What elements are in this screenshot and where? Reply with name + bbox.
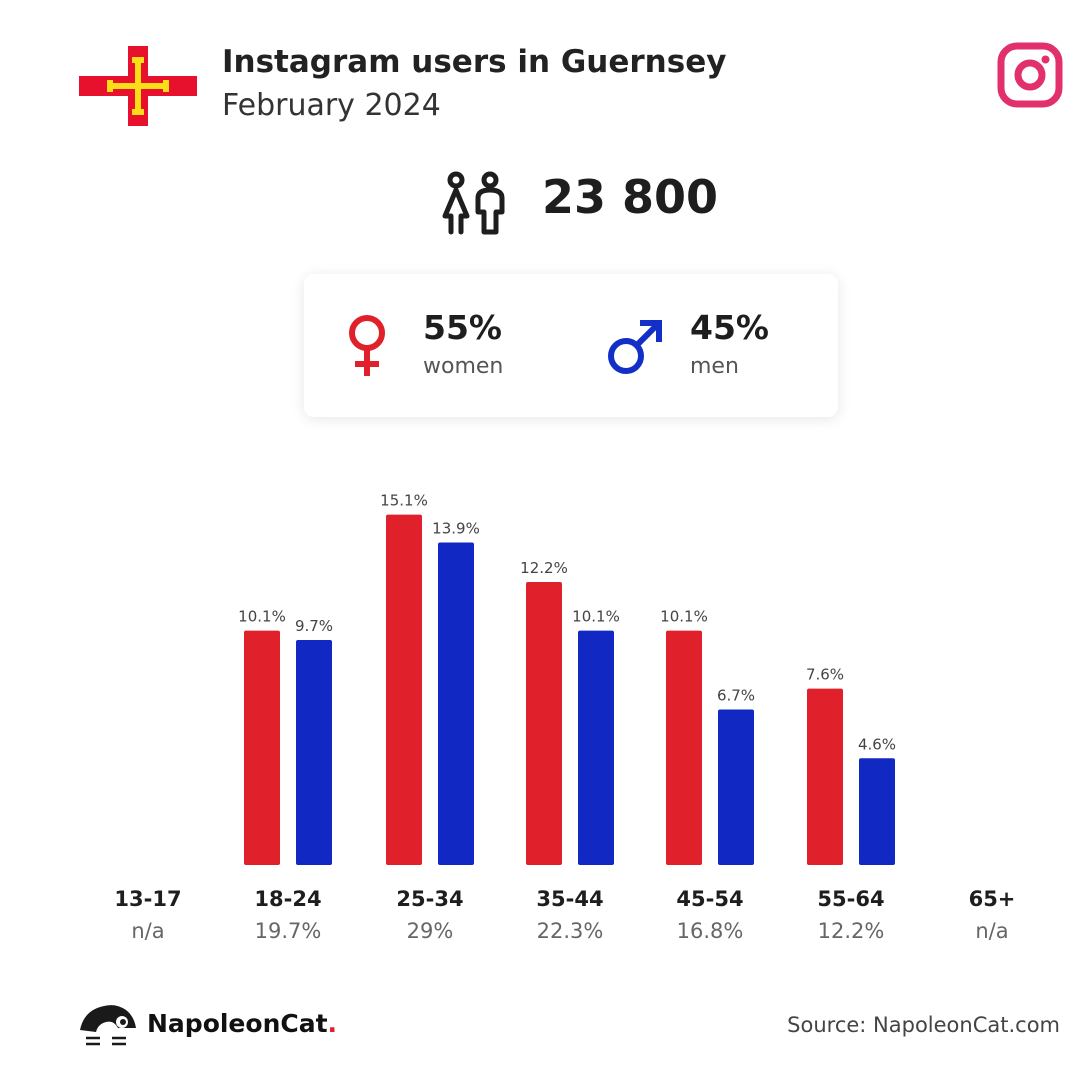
users-icon [442, 171, 505, 235]
age-group-share: 12.2% [818, 919, 885, 943]
age-group-share: 29% [407, 919, 454, 943]
age-group-label: 55-64 [817, 887, 884, 911]
male-icon [608, 320, 662, 374]
bar-value-label: 15.1% [380, 492, 428, 510]
bar-25-34-series-1 [386, 514, 422, 865]
age-group-label: 18-24 [254, 887, 321, 911]
women-label: women [423, 354, 504, 379]
bar-value-label: 4.6% [858, 735, 896, 753]
guernsey-flag [79, 46, 197, 126]
bar-value-label: 10.1% [572, 608, 620, 626]
bar-value-label: 12.2% [520, 559, 568, 577]
age-group-share: 16.8% [677, 919, 744, 943]
bar-value-label: 13.9% [432, 520, 480, 538]
source-text: Source: NapoleonCat.com [787, 1013, 1060, 1037]
bar-value-label: 9.7% [295, 617, 333, 635]
bar-35-44-series-1 [526, 581, 562, 865]
age-group-share: n/a [131, 919, 164, 943]
age-group-share: n/a [975, 919, 1008, 943]
age-gender-chart: 13-17 n/a 10.1% 9.7% 18-24 19.7% 15.1%13.9% 25-… [114, 492, 1016, 943]
total-users: 23 800 [542, 170, 719, 224]
bar-18-24-series-2 [296, 639, 332, 865]
age-group-label: 25-34 [396, 887, 463, 911]
men-label: men [690, 354, 739, 379]
age-group-label: 13-17 [114, 887, 181, 911]
bar-55-64-series-1 [807, 688, 843, 865]
gender-card: 55% women 45% men [304, 274, 838, 417]
bar-45-54-series-1 [666, 630, 702, 865]
page-title: Instagram users in Guernsey [222, 44, 727, 80]
page-subtitle: February 2024 [222, 88, 441, 123]
bar-35-44-series-2 [578, 630, 614, 865]
age-group-label: 65+ [969, 887, 1016, 911]
bar-value-label: 10.1% [238, 608, 286, 626]
bar-55-64-series-2 [859, 758, 895, 865]
instagram-icon [997, 42, 1063, 108]
female-icon [349, 315, 385, 376]
age-group-share: 19.7% [255, 919, 322, 943]
bar-18-24-series-1 [244, 630, 280, 865]
age-group-share: 22.3% [537, 919, 604, 943]
bar-value-label: 10.1% [660, 608, 708, 626]
men-percent: 45% [690, 308, 769, 347]
napoleoncat-logo [80, 1005, 136, 1046]
women-percent: 55% [423, 308, 502, 347]
age-group-label: 45-54 [676, 887, 743, 911]
bar-value-label: 6.7% [717, 687, 755, 705]
brand-name: NapoleonCat. [147, 1009, 338, 1038]
bar-45-54-series-2 [718, 709, 754, 865]
age-group-label: 35-44 [536, 887, 603, 911]
bar-25-34-series-2 [438, 542, 474, 865]
bar-value-label: 7.6% [806, 666, 844, 684]
